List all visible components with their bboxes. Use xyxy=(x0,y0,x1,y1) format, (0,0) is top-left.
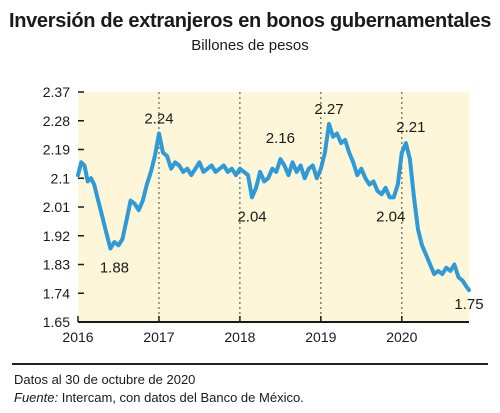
line-chart: 2.37 2.28 2.19 2.1 2.01 1.92 1.83 1.74 1.65 2016… xyxy=(43,84,484,345)
data-label: 2.04 xyxy=(376,208,405,225)
y-tick-label: 2.01 xyxy=(43,199,70,215)
data-label: 2.27 xyxy=(314,101,343,118)
y-tick-label: 2.28 xyxy=(43,113,70,129)
data-date-note: Datos al 30 de octubre de 2020 xyxy=(14,372,196,387)
y-tick-label: 2.19 xyxy=(43,142,70,158)
chart-subtitle: Billones de pesos xyxy=(191,37,309,54)
x-tick-label: 2016 xyxy=(62,329,93,345)
source-text: Intercam, con datos del Banco de México. xyxy=(61,390,304,405)
x-tick-label: 2020 xyxy=(386,329,417,345)
data-label: 2.24 xyxy=(144,111,173,128)
footer-divider xyxy=(12,363,488,365)
data-label: 2.21 xyxy=(396,119,425,136)
y-tick-label: 1.74 xyxy=(43,285,70,301)
y-tick-label: 2.37 xyxy=(43,84,70,100)
data-label: 2.16 xyxy=(266,130,295,147)
data-label: 1.88 xyxy=(100,260,129,277)
series-line xyxy=(76,121,471,293)
chart-title: Inversión de extranjeros en bonos gubern… xyxy=(8,10,492,32)
y-tick-label: 2.1 xyxy=(51,170,71,186)
x-axis: 2016 2017 2018 2019 2020 xyxy=(62,316,418,345)
data-label: 1.75 xyxy=(454,296,483,313)
grid-lines xyxy=(158,92,403,322)
y-tick-label: 1.65 xyxy=(43,314,70,330)
x-tick-label: 2017 xyxy=(143,329,174,345)
y-axis: 2.37 2.28 2.19 2.1 2.01 1.92 1.83 1.74 1.65 xyxy=(43,84,84,330)
source-label: Fuente: xyxy=(14,390,59,405)
data-label: 2.04 xyxy=(237,208,266,225)
y-tick-label: 1.83 xyxy=(43,257,70,273)
plot-area xyxy=(78,92,469,322)
y-tick-label: 1.92 xyxy=(43,228,70,244)
x-tick-label: 2018 xyxy=(224,329,255,345)
series-layer xyxy=(76,121,471,293)
x-tick-label: 2019 xyxy=(305,329,336,345)
source-note: Fuente: Intercam, con datos del Banco de… xyxy=(14,390,304,405)
annotations-layer: 1.88 2.24 2.04 2.16 2.27 2.21 2.04 1.75 xyxy=(100,101,484,313)
